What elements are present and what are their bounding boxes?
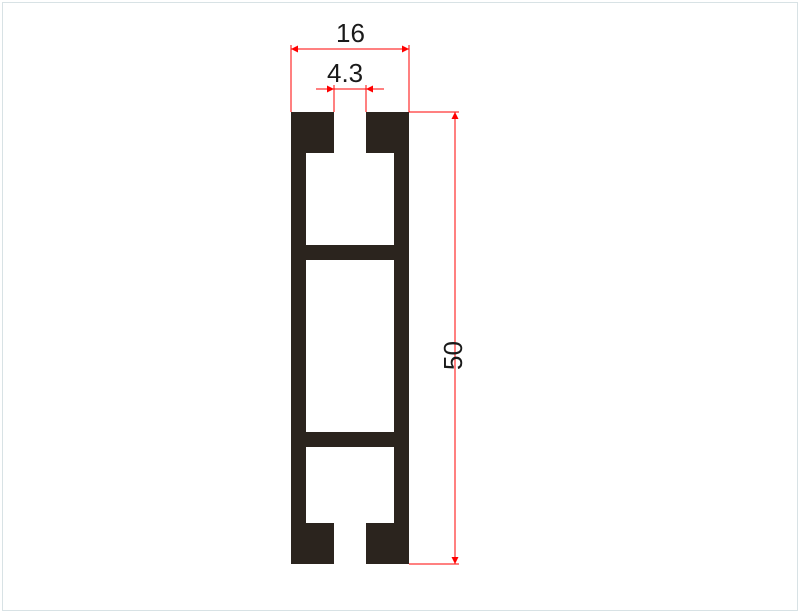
dim-width-label: 16: [336, 18, 365, 49]
dim-slot-label: 4.3: [327, 58, 363, 89]
profile-shape: [291, 112, 409, 564]
dim-height-label: 50: [438, 341, 469, 370]
drawing-canvas: [0, 0, 800, 613]
